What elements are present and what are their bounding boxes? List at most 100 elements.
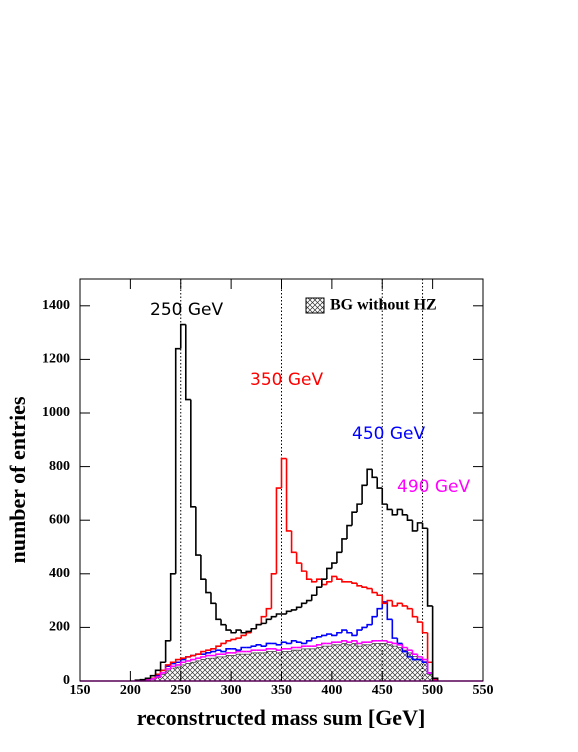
hist-step <box>302 563 307 571</box>
hist-step <box>377 609 382 617</box>
hist-step <box>181 662 186 665</box>
bg-bar <box>362 645 367 681</box>
bg-bar <box>337 645 342 681</box>
hist-step <box>251 646 256 647</box>
bg-bar <box>322 646 327 681</box>
hist-step <box>362 642 367 643</box>
bg-bar <box>211 658 216 681</box>
hist-step <box>412 650 417 654</box>
bg-bar <box>241 654 246 681</box>
hist-step <box>256 625 261 629</box>
x-tick-label: 550 <box>473 683 494 698</box>
bg-bar <box>216 657 221 681</box>
bg-bar <box>196 661 201 681</box>
hist-step <box>266 649 271 650</box>
x-tick-label: 350 <box>271 683 292 698</box>
hist-step <box>171 574 176 641</box>
hist-step <box>362 586 367 587</box>
hist-step <box>362 627 367 630</box>
hist-step <box>377 593 382 596</box>
bg-bar <box>312 649 317 681</box>
y-tick-label: 1400 <box>42 298 70 313</box>
x-tick-label: 150 <box>70 683 91 698</box>
hist-step <box>261 623 266 624</box>
hist-step <box>231 639 236 640</box>
bg-bar <box>382 643 387 681</box>
hist-step <box>241 648 246 651</box>
bg-bar <box>206 658 211 681</box>
bg-bar <box>377 643 382 681</box>
hist-step <box>216 646 221 649</box>
hist-step <box>176 349 181 574</box>
hist-step <box>372 589 377 593</box>
hist-step <box>302 603 307 607</box>
bg-bar <box>171 668 176 681</box>
hist-step <box>241 635 246 638</box>
bg-bar <box>387 645 392 681</box>
hist-step <box>407 515 412 520</box>
hist-step <box>407 606 412 609</box>
hist-step <box>271 617 276 620</box>
hist-step <box>166 641 171 662</box>
x-tick-label: 500 <box>422 683 443 698</box>
hist-step <box>357 630 362 635</box>
bg-bar <box>332 645 337 681</box>
hist-step <box>206 579 211 592</box>
y-tick-label: 1000 <box>42 405 70 420</box>
hist-step <box>307 571 312 579</box>
bg-bar <box>302 649 307 681</box>
hist-step <box>201 555 206 579</box>
hist-step <box>377 477 382 488</box>
hist-step <box>191 660 196 661</box>
hist-step <box>287 459 292 531</box>
bg-bar <box>231 656 236 681</box>
hist-step <box>423 523 428 528</box>
hist-step <box>322 643 327 644</box>
bg-bar <box>297 650 302 681</box>
bg-bar <box>181 665 186 681</box>
hist-step <box>292 531 297 552</box>
y-tick-label: 600 <box>49 512 70 527</box>
hist-step <box>347 526 352 539</box>
hist-step <box>367 625 372 628</box>
hist-step <box>216 654 221 655</box>
y-tick-label: 400 <box>49 566 70 581</box>
hist-step <box>382 488 387 504</box>
hist-step <box>317 645 322 646</box>
hist-step <box>428 528 433 606</box>
hist-step <box>372 641 377 642</box>
hist-step <box>307 601 312 604</box>
hist-step <box>251 650 256 651</box>
series-label: 450 GeV <box>352 424 425 444</box>
bg-bar <box>352 643 357 681</box>
hist-step <box>412 609 417 617</box>
hist-step <box>186 657 191 658</box>
hist-step <box>367 587 372 588</box>
legend-swatch <box>306 298 324 313</box>
hist-step <box>402 509 407 514</box>
hist-step <box>287 611 292 614</box>
hist-step <box>337 633 342 636</box>
hist-step <box>392 619 397 638</box>
bg-bar <box>226 656 231 681</box>
hist-step <box>423 622 428 633</box>
hist-step <box>387 504 392 509</box>
hist-step <box>387 641 392 642</box>
bg-bar <box>271 652 276 681</box>
hist-step <box>211 593 216 604</box>
hist-step <box>307 641 312 644</box>
bg-bar <box>266 652 271 681</box>
bg-bar <box>317 648 322 682</box>
hist-step <box>357 583 362 586</box>
hist-step <box>226 649 231 652</box>
hist-step <box>266 643 271 646</box>
hist-step <box>226 625 231 630</box>
bg-bar <box>251 653 256 681</box>
bg-bar <box>292 650 297 681</box>
bg-bar <box>246 654 251 681</box>
hist-step <box>402 645 407 648</box>
hist-step <box>191 656 196 657</box>
hist-step <box>196 654 201 655</box>
hist-step <box>317 587 322 595</box>
